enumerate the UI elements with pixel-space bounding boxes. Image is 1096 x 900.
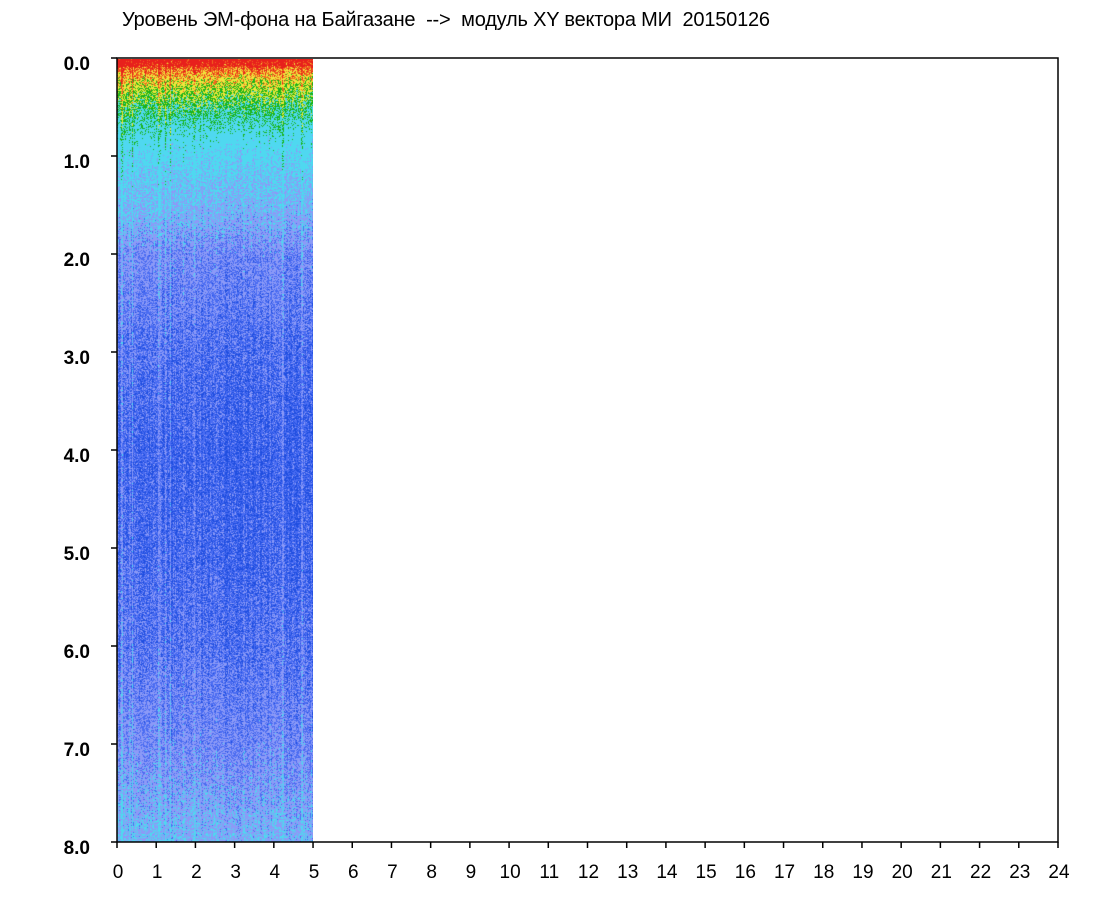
- x-tick-label: 10: [500, 862, 521, 883]
- y-tick-label: 4.0: [64, 446, 90, 467]
- x-tick-label: 20: [892, 862, 913, 883]
- plot-area: [116, 57, 1059, 843]
- x-tick-label: 18: [813, 862, 834, 883]
- x-tick-label: 1: [152, 862, 163, 883]
- chart-title: Уровень ЭМ-фона на Байгазане --> модуль …: [122, 9, 770, 31]
- x-tick-label: 15: [696, 862, 717, 883]
- x-tick-label: 9: [466, 862, 477, 883]
- x-tick-label: 6: [348, 862, 359, 883]
- x-tick-label: 13: [617, 862, 638, 883]
- y-tick-label: 1.0: [64, 152, 90, 173]
- heatmap-cells: [117, 59, 313, 842]
- x-tick-label: 17: [774, 862, 795, 883]
- y-tick-label: 6.0: [64, 642, 90, 663]
- y-tick-label: 3.0: [64, 348, 90, 369]
- x-tick-label: 11: [539, 862, 559, 883]
- x-tick-label: 3: [230, 862, 241, 883]
- y-tick-label: 5.0: [64, 544, 90, 565]
- x-tick-label: 2: [191, 862, 202, 883]
- x-tick-label: 5: [309, 862, 320, 883]
- x-axis: 0 1 2 3 4 5 6 7 8 9 10 11 12 13 14 15 16 17 18 19 20 21 22 23 24: [113, 842, 1070, 883]
- y-tick-label: 7.0: [64, 740, 90, 761]
- x-tick-label: 14: [656, 862, 678, 883]
- x-tick-label: 12: [578, 862, 599, 883]
- x-tick-label: 7: [387, 862, 398, 883]
- x-tick-label: 23: [1009, 862, 1030, 883]
- y-tick-label: 8.0: [64, 838, 90, 859]
- y-tick-label: 0.0: [64, 54, 90, 75]
- y-axis: 0.0 1.0 2.0 3.0 4.0 5.0 6.0 7.0 8.0: [64, 54, 117, 859]
- y-tick-label: 2.0: [64, 250, 90, 271]
- x-tick-label: 4: [270, 862, 281, 883]
- x-tick-label: 8: [426, 862, 437, 883]
- x-tick-label: 21: [931, 862, 952, 883]
- x-tick-label: 22: [970, 862, 991, 883]
- x-tick-label: 24: [1048, 862, 1070, 883]
- x-tick-label: 16: [735, 862, 756, 883]
- x-tick-label: 0: [113, 862, 124, 883]
- x-tick-label: 19: [852, 862, 873, 883]
